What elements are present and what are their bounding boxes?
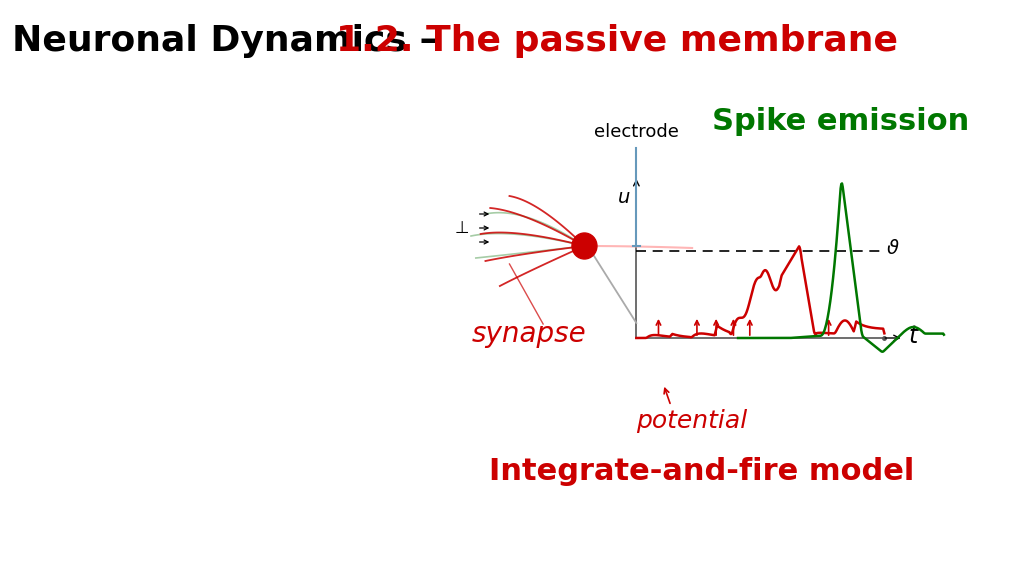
Text: Neuronal Dynamics –: Neuronal Dynamics – <box>11 24 450 58</box>
Circle shape <box>572 233 597 259</box>
Text: u: u <box>618 188 631 207</box>
Text: t: t <box>908 324 918 348</box>
Text: electrode: electrode <box>594 123 679 141</box>
Text: potential: potential <box>637 409 748 433</box>
Text: 1.2. The passive membrane: 1.2. The passive membrane <box>337 24 898 58</box>
Text: ϑ: ϑ <box>887 240 898 259</box>
Text: ⊥: ⊥ <box>455 219 469 237</box>
Text: Integrate-and-fire model: Integrate-and-fire model <box>489 457 914 486</box>
Text: synapse: synapse <box>471 320 586 348</box>
Text: Spike emission: Spike emission <box>713 107 970 135</box>
